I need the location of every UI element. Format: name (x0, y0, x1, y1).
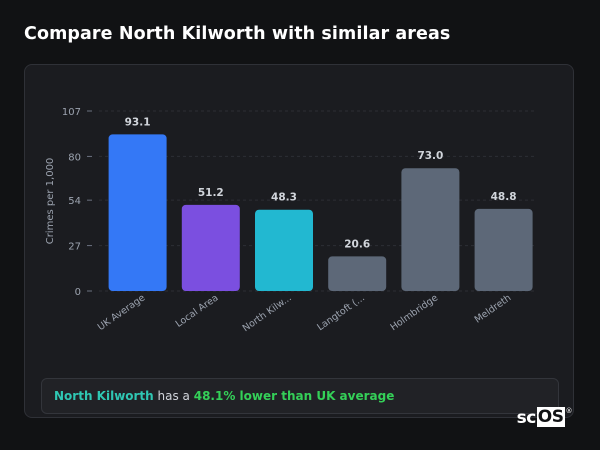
bar-3[interactable] (328, 256, 386, 291)
summary-area-name: North Kilworth (54, 389, 154, 403)
page-title: Compare North Kilworth with similar area… (24, 24, 450, 44)
y-tick-label: 0 (75, 287, 81, 298)
crime-rate-bar-chart: 0 27 54 80 107 Crimes per 1,000 93.1 UK Averag… (25, 65, 575, 365)
bar-value-label: 48.8 (491, 191, 517, 203)
bar-5[interactable] (475, 209, 533, 291)
y-tick-label: 80 (68, 152, 81, 163)
x-category-label: Holmbridge (388, 292, 440, 333)
brand-logo-registered: ® (566, 407, 573, 415)
y-tick-label: 27 (68, 242, 81, 253)
summary-text: has a (154, 389, 194, 403)
summary-difference: 48.1% lower than UK average (194, 389, 395, 403)
y-axis-label: Crimes per 1,000 (45, 158, 56, 245)
summary-panel: North Kilworth has a 48.1% lower than UK… (41, 378, 559, 414)
x-category-label: Local Area (174, 292, 221, 329)
y-tick-label: 54 (68, 196, 81, 207)
x-category-label: North Kilw... (241, 292, 294, 334)
y-tick-label: 107 (62, 107, 81, 118)
bar-2[interactable] (255, 210, 313, 291)
bar-0[interactable] (109, 134, 167, 291)
x-category-label: UK Average (96, 292, 148, 333)
bar-value-label: 20.6 (344, 238, 370, 250)
bar-value-label: 93.1 (125, 116, 151, 128)
bar-value-label: 73.0 (417, 150, 443, 162)
brand-logo-os: OS (537, 407, 565, 427)
bar-layer (109, 134, 533, 291)
brand-logo: sc OS ® (517, 407, 572, 429)
bar-value-label: 48.3 (271, 192, 297, 204)
x-category-label: Meldreth (473, 292, 514, 325)
bar-1[interactable] (182, 205, 240, 291)
axis-layer: 0 27 54 80 107 Crimes per 1,000 (45, 107, 92, 298)
bar-value-label: 51.2 (198, 187, 224, 199)
brand-logo-sc: sc (517, 407, 536, 429)
x-category-label: Langtoft (... (315, 292, 367, 333)
bar-4[interactable] (401, 168, 459, 291)
chart-card: 0 27 54 80 107 Crimes per 1,000 93.1 UK Averag… (24, 64, 574, 418)
